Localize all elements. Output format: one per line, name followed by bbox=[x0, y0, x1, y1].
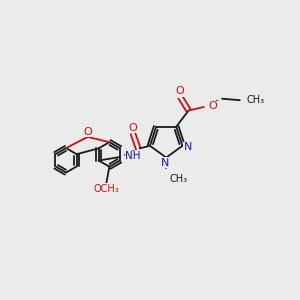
Text: O: O bbox=[83, 127, 92, 136]
Text: N: N bbox=[184, 142, 192, 152]
Text: CH₃: CH₃ bbox=[246, 95, 264, 105]
Text: NH: NH bbox=[125, 152, 141, 161]
Text: N: N bbox=[160, 158, 169, 168]
Text: O: O bbox=[129, 123, 137, 133]
Text: O: O bbox=[176, 86, 184, 96]
Text: CH₃: CH₃ bbox=[170, 174, 188, 184]
Text: OCH₃: OCH₃ bbox=[94, 184, 119, 194]
Text: O: O bbox=[208, 101, 217, 111]
